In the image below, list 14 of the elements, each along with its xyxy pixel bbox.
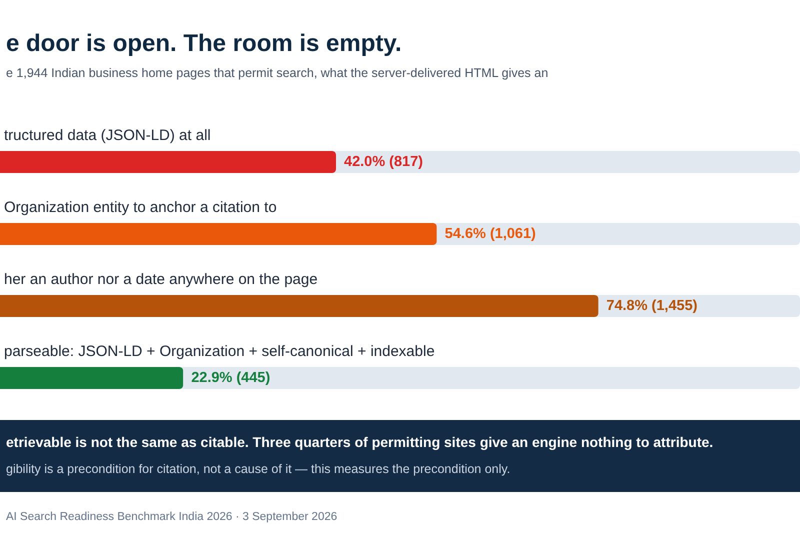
text: gibility is a precondition for citation, not a cause of it — this measures the precondition only. (6, 462, 510, 476)
y-tick-label: Organization entity to anchor a citation to (4, 199, 277, 216)
data-label: 74.8% (1,455) (606, 298, 698, 314)
chart-subtitle: e 1,944 Indian business home pages that permit search, what the server-delivered HTML gives an (6, 66, 548, 80)
text: AI Search Readiness Benchmark India 2026 · 3 September 2026 (6, 511, 338, 523)
chart-title: e door is open. The room is empty. (6, 30, 402, 58)
data-label: 54.6% (1,061) (444, 226, 536, 242)
y-tick-label: her an author nor a date anywhere on the page (4, 271, 318, 288)
data-label: 42.0% (817) (344, 154, 424, 170)
y-tick-label: parseable: JSON-LD + Organization + self-canonical + indexable (4, 343, 435, 360)
y-tick-label: tructured data (JSON-LD) at all (4, 127, 211, 144)
text: etrievable is not the same as citable. Three quarters of permitting sites give an engine nothing to attribute. (6, 434, 714, 450)
data-label: 22.9% (445) (191, 370, 270, 386)
bar (0, 367, 184, 389)
